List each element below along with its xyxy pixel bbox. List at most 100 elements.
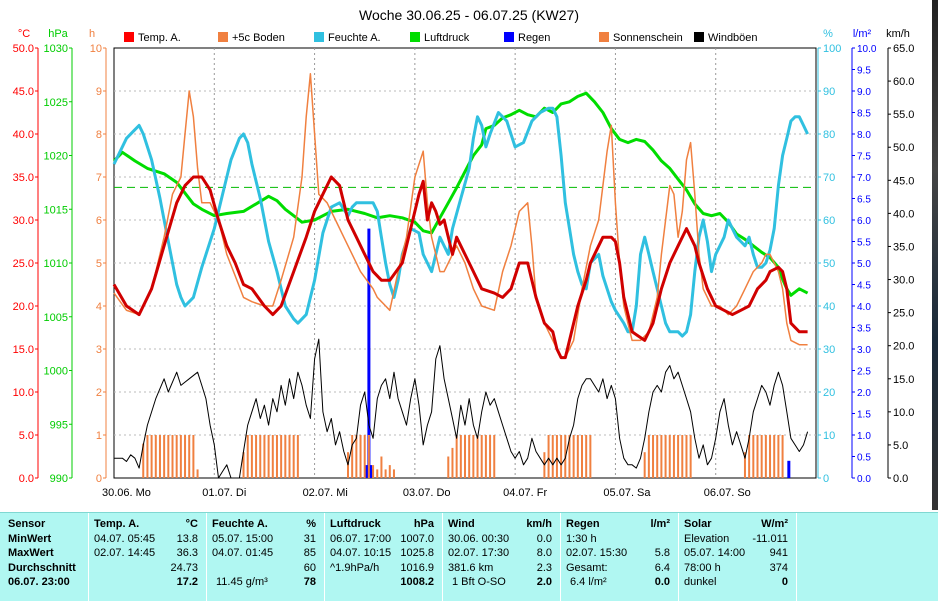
x-tick-label: 03.07. Do: [403, 487, 451, 499]
axis-tick-label: 60.0: [893, 76, 914, 88]
axis-tick-label: 1025: [44, 97, 68, 109]
sunshine-bar: [773, 435, 776, 478]
rain-bar: [369, 465, 373, 478]
axis-tick-label: 20.0: [893, 341, 914, 353]
divider: [88, 513, 89, 601]
sunshine-bar: [150, 435, 153, 478]
x-tick-label: 01.07. Di: [202, 487, 246, 499]
sunshine-bar: [367, 435, 370, 478]
axis-tick-label: 15.0: [13, 344, 34, 356]
axis-tick-label: 100: [823, 43, 841, 55]
sunshine-bar: [489, 435, 492, 478]
solar-current: 0: [781, 576, 788, 588]
axis-tick-label: 55.0: [893, 109, 914, 121]
temp-section: Temp. A. °C 04.07. 05:45 13.8 02.07. 14:45…: [94, 517, 204, 590]
axis-tick-label: 6.5: [857, 195, 871, 206]
sunshine-bar: [275, 435, 278, 478]
wind-direction: 1 Bft O-SO: [452, 576, 506, 588]
axis-tick-label: 995: [50, 419, 68, 431]
axis-tick-label: 20: [823, 387, 835, 399]
humidity-abs: 11.45 g/m³: [216, 576, 268, 588]
sunshine-bar: [179, 435, 182, 478]
axis-tick-label: 30.0: [893, 275, 914, 287]
humidity-current: 78: [303, 576, 316, 588]
summary-panel: Sensor MinWert MaxWert Durchschnitt 06.0…: [0, 512, 938, 601]
sunshine-bar: [447, 456, 450, 478]
axis-tick-label: 10.0: [893, 407, 914, 419]
sunshine-bar: [355, 435, 358, 478]
axis-tick-label: 50: [823, 258, 835, 270]
pressure-max-time: 04.07. 10:15: [330, 547, 392, 559]
sunshine-bar: [652, 435, 655, 478]
axis-tick-label: 10.0: [13, 387, 34, 399]
axis-tick-label: 20.0: [13, 301, 34, 313]
rain-max-value: 5.8: [654, 547, 670, 559]
legend-label: Luftdruck: [424, 32, 470, 44]
rain-total: 6.4: [654, 561, 670, 574]
sunshine-bar: [267, 435, 270, 478]
rain-bar: [365, 465, 369, 478]
pressure-min-time: 06.07. 17:00: [330, 532, 392, 545]
pressure-current: 1008.2: [400, 576, 434, 588]
sensor-section: Sensor MinWert MaxWert Durchschnitt 06.0…: [8, 517, 88, 590]
axis-tick-label: 5.0: [857, 259, 871, 270]
solar-sun-value: 374: [769, 561, 788, 574]
sunshine-bar: [668, 435, 671, 478]
axis-tick-label: 4.0: [857, 302, 871, 313]
rain-bar: [367, 228, 371, 478]
axis-tick-label: 25.0: [13, 258, 34, 270]
sunshine-bar: [560, 435, 563, 478]
sunshine-bar: [681, 435, 684, 478]
sunshine-bar: [192, 435, 195, 478]
humidity-header: Feuchte A.: [212, 518, 268, 530]
sunshine-bar: [380, 456, 383, 478]
rain-duration: 1:30 h: [566, 532, 597, 545]
sunshine-bar: [585, 435, 588, 478]
divider: [560, 513, 561, 601]
legend-swatch: [124, 32, 134, 42]
humidity-avg: 60: [303, 561, 316, 574]
axis-tick-label: 50.0: [893, 142, 914, 154]
axis-tick-label: 2: [96, 387, 102, 399]
axis-tick-label: 15.0: [893, 374, 914, 386]
axis-tick-label: 10: [90, 43, 102, 55]
axis-unit-label: l/m²: [853, 28, 872, 40]
sunshine-bar: [196, 469, 199, 478]
avg-label: Durchschnitt: [8, 561, 76, 574]
legend-label: Regen: [518, 32, 550, 44]
humidity-min-value: 31: [303, 532, 316, 545]
axis-tick-label: 40.0: [893, 208, 914, 220]
sunshine-bar: [752, 435, 755, 478]
axis-tick-label: 25.0: [893, 308, 914, 320]
wind-unit: km/h: [526, 518, 552, 530]
axis-tick-label: 90: [823, 86, 835, 98]
axis-tick-label: 5.0: [19, 430, 34, 442]
axis-tick-label: 8.5: [857, 109, 871, 120]
divider: [678, 513, 679, 601]
sunshine-bar: [748, 435, 751, 478]
sunshine-bar: [589, 435, 592, 478]
x-tick-label: 05.07. Sa: [603, 487, 651, 499]
sunshine-bar: [689, 435, 692, 478]
wind-current: 2.0: [536, 576, 552, 588]
sunshine-bar: [163, 435, 166, 478]
axis-tick-label: 7: [96, 172, 102, 184]
sunshine-bar: [777, 435, 780, 478]
temp-current: 17.2: [176, 576, 198, 588]
legend-swatch: [504, 32, 514, 42]
axis-tick-label: 0.0: [19, 473, 34, 485]
legend-label: Feuchte A.: [328, 32, 381, 44]
legend-swatch: [410, 32, 420, 42]
axis-tick-label: 1005: [44, 312, 68, 324]
pressure-unit: hPa: [413, 518, 434, 530]
sunshine-bar: [576, 435, 579, 478]
axis-tick-label: 1.5: [857, 410, 871, 421]
sunshine-bar: [455, 435, 458, 478]
sunshine-bar: [146, 435, 149, 478]
temp-min-value: 13.8: [176, 532, 198, 545]
axis-tick-label: 7.5: [857, 152, 871, 163]
axis-tick-label: 0: [823, 473, 829, 485]
axis-tick-label: 8.0: [857, 130, 871, 141]
solar-elevation: -11.011: [752, 532, 788, 545]
sunshine-bar: [171, 435, 174, 478]
